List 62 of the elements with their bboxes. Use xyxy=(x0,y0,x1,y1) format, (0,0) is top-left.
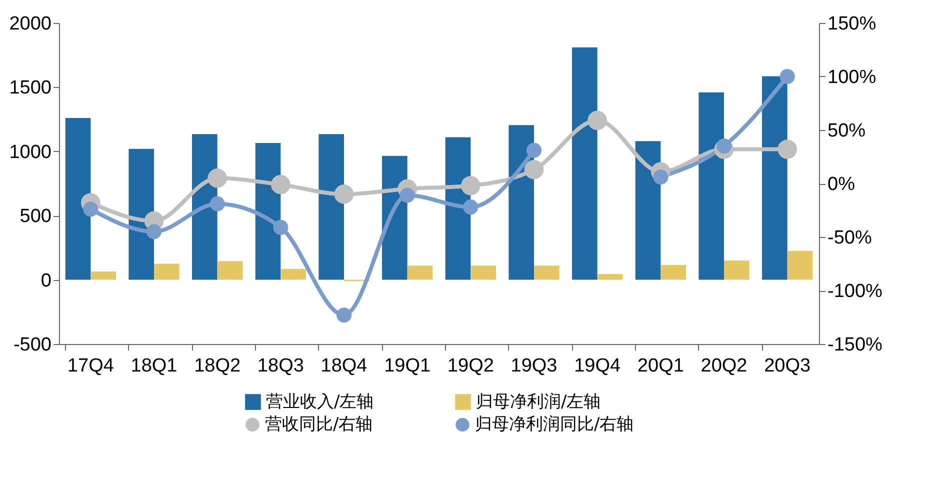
y-tick-label: 2000 xyxy=(9,14,52,34)
legend-label: 归母净利润/左轴 xyxy=(476,392,601,412)
point xyxy=(146,224,162,240)
x-tick-label: 19Q2 xyxy=(447,356,494,376)
y2-tick-label: 0% xyxy=(828,174,856,195)
point xyxy=(524,160,544,180)
point xyxy=(526,142,542,158)
bar xyxy=(407,266,433,280)
bar xyxy=(318,134,344,280)
bar xyxy=(597,274,623,280)
point xyxy=(273,220,288,235)
bar xyxy=(787,250,813,280)
point xyxy=(588,110,607,130)
y2-tick-label: -50% xyxy=(828,228,872,248)
legend-label: 营业收入/左轴 xyxy=(266,392,374,412)
bar xyxy=(572,47,598,280)
x-tick-label: 19Q3 xyxy=(510,356,558,376)
x-tick-label: 19Q4 xyxy=(574,356,622,376)
point xyxy=(334,184,354,204)
y-tick-label: 0 xyxy=(40,270,52,292)
point xyxy=(780,68,795,84)
bar xyxy=(698,92,724,280)
point xyxy=(271,174,290,194)
bar xyxy=(217,261,243,280)
bar xyxy=(534,266,560,280)
point xyxy=(208,168,227,188)
bar xyxy=(660,265,686,280)
x-tick-label: 17Q4 xyxy=(67,356,114,376)
y2-tick-label: -150% xyxy=(828,334,883,356)
x-tick-label: 18Q2 xyxy=(194,356,241,376)
y-tick-label: -500 xyxy=(13,334,52,356)
x-tick-label: 18Q4 xyxy=(320,356,368,376)
bar xyxy=(90,271,116,280)
x-tick-label: 20Q3 xyxy=(764,356,811,376)
point xyxy=(778,140,797,159)
y-tick-label: 1000 xyxy=(9,142,52,163)
y2-tick-label: 100% xyxy=(828,67,876,88)
bar xyxy=(724,260,750,280)
y-tick-label: 500 xyxy=(20,206,52,228)
bar xyxy=(280,268,306,280)
point xyxy=(210,196,225,212)
y2-tick-label: 50% xyxy=(828,120,866,142)
x-tick-label: 18Q3 xyxy=(257,356,304,376)
bar xyxy=(635,141,661,280)
point xyxy=(336,308,352,323)
point xyxy=(463,200,478,215)
bar xyxy=(762,76,788,280)
y2-tick-label: 150% xyxy=(828,14,876,34)
x-tick-label: 19Q1 xyxy=(384,356,431,376)
bar xyxy=(470,266,496,280)
y2-tick-label: -100% xyxy=(828,281,883,302)
bar xyxy=(154,264,180,280)
point xyxy=(83,202,98,217)
legend-label: 营收同比/右轴 xyxy=(265,414,373,435)
legend-label: 归母净利润同比/右轴 xyxy=(475,414,634,435)
bar xyxy=(65,118,91,280)
y-tick-label: 1500 xyxy=(9,78,52,99)
x-tick-label: 20Q1 xyxy=(637,356,684,376)
point xyxy=(461,176,480,196)
x-tick-label: 20Q2 xyxy=(700,356,748,376)
x-tick-label: 18Q1 xyxy=(130,356,178,376)
point xyxy=(400,188,415,203)
